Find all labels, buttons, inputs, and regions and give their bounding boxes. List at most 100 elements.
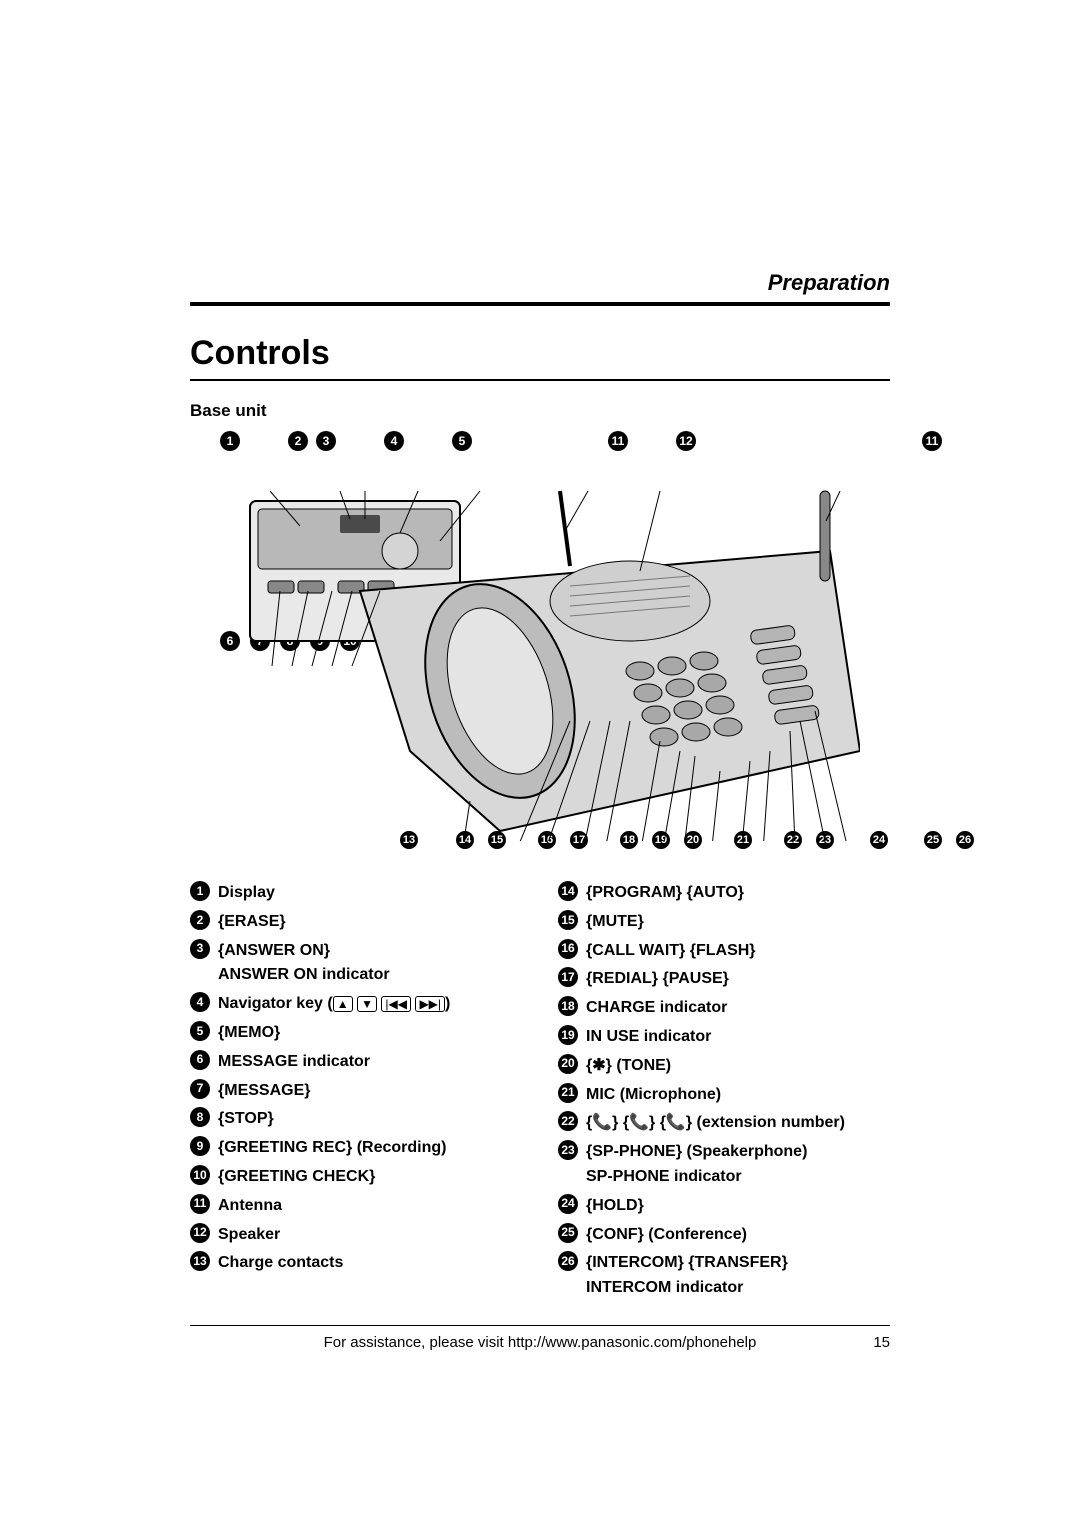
- footer-divider: [190, 1325, 890, 1326]
- legend-text: {REDIAL} {PAUSE}: [586, 967, 890, 992]
- legend-bullet: 5: [190, 1021, 210, 1041]
- legend-left-col: 1 Display 2 {ERASE} 3 {ANSWER ON}ANSWER ON in…: [190, 881, 522, 1305]
- callout-12: 12: [676, 431, 696, 451]
- legend-item: 15 {MUTE}: [558, 910, 890, 935]
- legend-text: MIC (Microphone): [586, 1083, 890, 1108]
- base-unit-diagram: 1 2 3 4 5 11 12 11 6 7 8 9 10 13 14 15: [190, 431, 890, 861]
- legend-bullet: 21: [558, 1083, 578, 1103]
- legend-item: 20{✱} (TONE): [558, 1054, 890, 1079]
- callout-26: 26: [956, 831, 974, 849]
- legend-text: Navigator key (▲ ▼ |◀◀ ▶▶|): [218, 992, 522, 1017]
- legend-item: 4 Navigator key (▲ ▼ |◀◀ ▶▶|): [190, 992, 522, 1017]
- legend-text: CHARGE indicator: [586, 996, 890, 1021]
- legend-bullet: 12: [190, 1223, 210, 1243]
- legend-text: {ANSWER ON}ANSWER ON indicator: [218, 939, 522, 989]
- legend-text: {📞} {📞} {📞} (extension number): [586, 1111, 890, 1136]
- legend-bullet: 24: [558, 1194, 578, 1214]
- legend-item: 7 {MESSAGE}: [190, 1079, 522, 1104]
- footer: For assistance, please visit http://www.…: [190, 1334, 890, 1351]
- legend-bullet: 3: [190, 939, 210, 959]
- legend-bullet: 20: [558, 1054, 578, 1074]
- legend-bullet: 26: [558, 1251, 578, 1271]
- legend-bullet: 22: [558, 1111, 578, 1131]
- legend-text: IN USE indicator: [586, 1025, 890, 1050]
- legend-item: 3 {ANSWER ON}ANSWER ON indicator: [190, 939, 522, 989]
- callout-4: 4: [384, 431, 404, 451]
- legend-text: {SP-PHONE} (Speakerphone)SP-PHONE indica…: [586, 1140, 890, 1190]
- legend-item: 2 {ERASE}: [190, 910, 522, 935]
- legend-item: 1 Display: [190, 881, 522, 906]
- legend-bullet: 25: [558, 1223, 578, 1243]
- legend-bullet: 14: [558, 881, 578, 901]
- callout-6: 6: [220, 631, 240, 651]
- manual-page: Preparation Controls Base unit 1 2 3 4 5…: [0, 0, 1080, 1528]
- legend-text: Speaker: [218, 1223, 522, 1248]
- legend-bullet: 11: [190, 1194, 210, 1214]
- legend-item: 19 IN USE indicator: [558, 1025, 890, 1050]
- legend-bullet: 8: [190, 1107, 210, 1127]
- legend-text: {GREETING CHECK}: [218, 1165, 522, 1190]
- legend-bullet: 18: [558, 996, 578, 1016]
- legend-text: {INTERCOM} {TRANSFER}INTERCOM indicator: [586, 1251, 890, 1301]
- legend-item: 5{MEMO}: [190, 1021, 522, 1046]
- legend-text: {HOLD}: [586, 1194, 890, 1219]
- callout-24: 24: [870, 831, 888, 849]
- legend-item: 16 {CALL WAIT} {FLASH}: [558, 939, 890, 964]
- legend-item: 18 CHARGE indicator: [558, 996, 890, 1021]
- legend-text: {STOP}: [218, 1107, 522, 1132]
- legend-item: 17{REDIAL} {PAUSE}: [558, 967, 890, 992]
- page-number: 15: [873, 1334, 890, 1351]
- legend-item: 14 {PROGRAM} {AUTO}: [558, 881, 890, 906]
- legend-bullet: 2: [190, 910, 210, 930]
- callout-2: 2: [288, 431, 308, 451]
- legend-item: 13Charge contacts: [190, 1251, 522, 1276]
- legend-text: Antenna: [218, 1194, 522, 1219]
- callout-25: 25: [924, 831, 942, 849]
- legend-item: 25 {CONF} (Conference): [558, 1223, 890, 1248]
- legend-text: {CALL WAIT} {FLASH}: [586, 939, 890, 964]
- page-title: Controls: [190, 334, 890, 373]
- callout-5: 5: [452, 431, 472, 451]
- subhead-base-unit: Base unit: [190, 401, 890, 421]
- legend-bullet: 9: [190, 1136, 210, 1156]
- legend-bullet: 1: [190, 881, 210, 901]
- legend-text: {MUTE}: [586, 910, 890, 935]
- legend-columns: 1 Display 2 {ERASE} 3 {ANSWER ON}ANSWER ON in…: [190, 881, 890, 1305]
- legend-item: 6 MESSAGE indicator: [190, 1050, 522, 1075]
- legend-bullet: 19: [558, 1025, 578, 1045]
- legend-bullet: 23: [558, 1140, 578, 1160]
- legend-right-col: 14 {PROGRAM} {AUTO} 15 {MUTE} 16 {CALL WAIT} …: [558, 881, 890, 1305]
- callout-row-top: 1 2 3 4 5 11 12 11: [220, 431, 942, 451]
- legend-item: 21 MIC (Microphone): [558, 1083, 890, 1108]
- legend-text: {MESSAGE}: [218, 1079, 522, 1104]
- title-underline: [190, 379, 890, 381]
- legend-bullet: 7: [190, 1079, 210, 1099]
- legend-item: 9 {GREETING REC} (Recording): [190, 1136, 522, 1161]
- callout-1: 1: [220, 431, 240, 451]
- legend-text: {GREETING REC} (Recording): [218, 1136, 522, 1161]
- legend-text: Display: [218, 881, 522, 906]
- device-illustration: [240, 471, 860, 841]
- legend-bullet: 15: [558, 910, 578, 930]
- legend-item: 10 {GREETING CHECK}: [190, 1165, 522, 1190]
- legend-item: 26 {INTERCOM} {TRANSFER}INTERCOM indicato…: [558, 1251, 890, 1301]
- legend-text: {PROGRAM} {AUTO}: [586, 881, 890, 906]
- legend-text: {CONF} (Conference): [586, 1223, 890, 1248]
- callout-11a: 11: [608, 431, 628, 451]
- legend-text: Charge contacts: [218, 1251, 522, 1276]
- legend-item: 24 {HOLD}: [558, 1194, 890, 1219]
- legend-text: MESSAGE indicator: [218, 1050, 522, 1075]
- divider-thick: [190, 302, 890, 306]
- legend-bullet: 6: [190, 1050, 210, 1070]
- legend-item: 11 Antenna: [190, 1194, 522, 1219]
- legend-item: 12 Speaker: [190, 1223, 522, 1248]
- section-label: Preparation: [190, 270, 890, 296]
- legend-bullet: 4: [190, 992, 210, 1012]
- legend-bullet: 10: [190, 1165, 210, 1185]
- legend-bullet: 16: [558, 939, 578, 959]
- legend-item: 23 {SP-PHONE} (Speakerphone)SP-PHONE indi…: [558, 1140, 890, 1190]
- legend-item: 8 {STOP}: [190, 1107, 522, 1132]
- legend-text: {ERASE}: [218, 910, 522, 935]
- callout-11b: 11: [922, 431, 942, 451]
- footer-text: For assistance, please visit http://www.…: [324, 1334, 757, 1351]
